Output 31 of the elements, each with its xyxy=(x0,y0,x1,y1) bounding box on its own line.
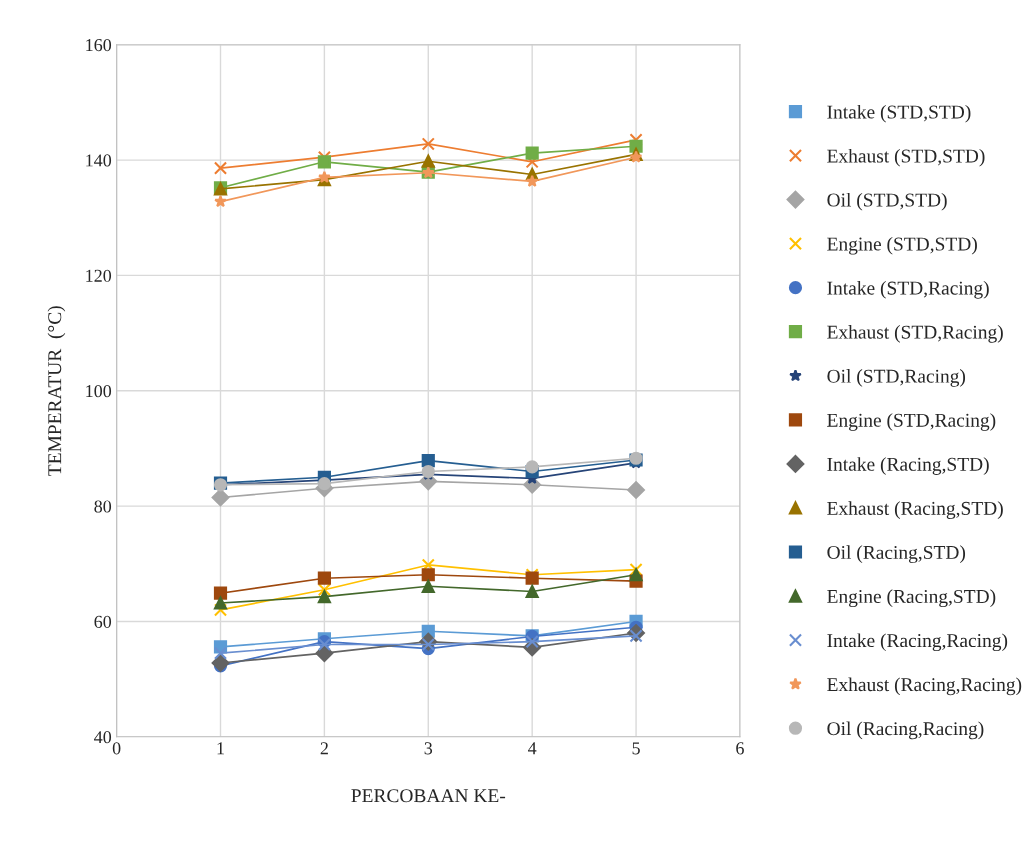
y-tick-label: 100 xyxy=(86,385,112,398)
y-tick-label: 60 xyxy=(94,615,112,628)
legend-label: Intake (Racing,Racing) xyxy=(827,633,1008,652)
y-tick-label: 140 xyxy=(86,154,112,167)
legend-label: Intake (Racing,STD) xyxy=(827,457,989,475)
y-tick-label: 160 xyxy=(86,38,112,52)
legend-label: Oil (Racing,Racing) xyxy=(827,721,984,740)
legend-label: Exhaust (Racing,Racing) xyxy=(827,677,1022,696)
x-tick-label: 1 xyxy=(217,742,224,755)
legend-label: Exhaust (STD,Racing) xyxy=(827,325,1003,343)
y-tick-label: 80 xyxy=(94,500,112,513)
x-tick-label: 5 xyxy=(632,742,640,755)
x-tick-label: 3 xyxy=(424,742,433,755)
y-tick-label: 120 xyxy=(86,269,112,282)
legend-label: Oil (STD,Racing) xyxy=(827,369,966,387)
legend-label: Intake (STD,Racing) xyxy=(827,280,989,299)
x-axis-title: PERCOBAAN KE- xyxy=(351,789,506,803)
legend-label: Intake (STD,STD) xyxy=(827,104,971,123)
legend-label: Engine (Racing,STD) xyxy=(827,589,996,608)
legend-label: Engine (STD,Racing) xyxy=(827,413,996,431)
x-tick-label: 2 xyxy=(320,742,328,755)
x-tick-label: 4 xyxy=(528,742,537,755)
y-tick-label: 40 xyxy=(94,731,112,744)
y-axis-title: TEMPERATUR (°C) xyxy=(47,306,66,476)
legend-label: Oil (STD,STD) xyxy=(827,192,947,211)
legend-label: Oil (Racing,STD) xyxy=(827,545,966,563)
x-tick-label: 0 xyxy=(112,742,121,755)
legend-label: Engine (STD,STD) xyxy=(827,236,977,255)
legend-label: Exhaust (STD,STD) xyxy=(827,148,985,167)
legend-label: Exhaust (Racing,STD) xyxy=(827,501,1003,519)
x-tick-label: 6 xyxy=(736,742,744,755)
